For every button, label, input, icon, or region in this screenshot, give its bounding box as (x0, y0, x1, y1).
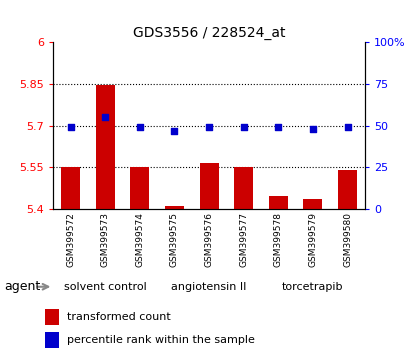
Point (344, 125, 350, 130)
Bar (164, 206, 184, 209)
Point (171, 128, 178, 133)
Text: angiotensin II: angiotensin II (171, 282, 246, 292)
Bar (45, 309, 59, 325)
Bar (45, 332, 59, 348)
Point (67, 125, 74, 130)
Text: GSM399580: GSM399580 (342, 212, 351, 267)
Point (205, 125, 212, 130)
Point (102, 114, 108, 120)
Bar (130, 167, 149, 209)
Text: GSM399574: GSM399574 (135, 212, 144, 267)
Point (309, 126, 315, 132)
Text: torcetrapib: torcetrapib (281, 282, 343, 292)
Bar (268, 196, 287, 209)
Point (240, 125, 246, 130)
Bar (199, 163, 218, 209)
Text: GSM399578: GSM399578 (273, 212, 282, 267)
Text: agent: agent (4, 280, 40, 293)
Text: GSM399577: GSM399577 (238, 212, 247, 267)
Title: GDS3556 / 228524_at: GDS3556 / 228524_at (133, 26, 285, 40)
Bar (61, 167, 80, 209)
Text: GSM399579: GSM399579 (308, 212, 317, 267)
Bar (337, 170, 356, 209)
Bar (234, 167, 253, 209)
Text: transformed count: transformed count (67, 312, 171, 322)
Text: percentile rank within the sample: percentile rank within the sample (67, 335, 255, 345)
Text: GSM399573: GSM399573 (101, 212, 110, 267)
Text: solvent control: solvent control (64, 282, 146, 292)
Point (274, 125, 281, 130)
Text: GSM399575: GSM399575 (170, 212, 179, 267)
Text: GSM399576: GSM399576 (204, 212, 213, 267)
Bar (95, 85, 115, 209)
Text: GSM399572: GSM399572 (66, 212, 75, 267)
Point (136, 125, 143, 130)
Bar (303, 199, 322, 209)
